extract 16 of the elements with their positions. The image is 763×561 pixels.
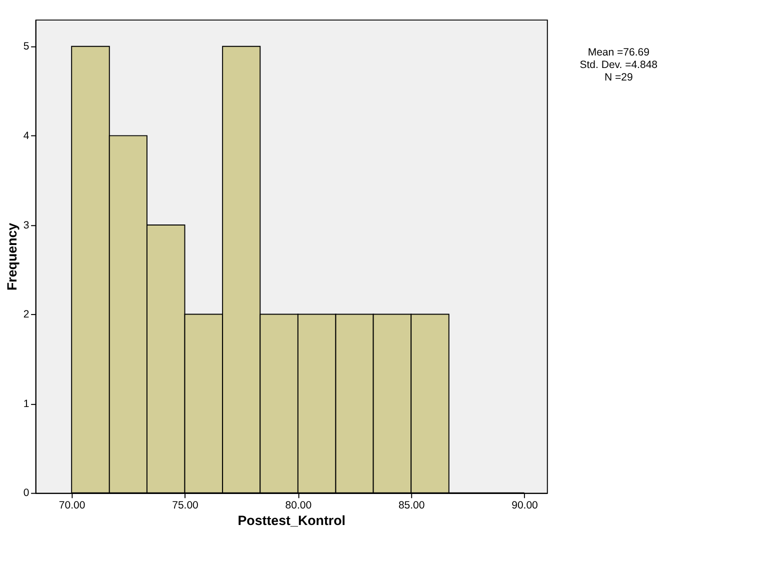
text: Mean =76.69	[588, 46, 650, 58]
x-tick-label: 75.00	[172, 500, 199, 512]
x-axis-title: Posttest_Kontrol	[238, 512, 346, 528]
y-tick-label: 5	[23, 40, 30, 53]
y-axis-title: Frequency	[4, 222, 20, 291]
y-tick-label: 1	[23, 398, 30, 410]
x-tick-label: 85.00	[398, 500, 425, 512]
x-tick-label: 70.00	[58, 500, 86, 512]
text: Std. Dev. =4.848	[580, 58, 658, 71]
y-tick-label: 2	[23, 308, 30, 321]
x-tick-label: 80.00	[285, 500, 312, 512]
y-tick-label: 4	[23, 130, 30, 142]
y-tick-label: 3	[23, 219, 30, 232]
text: N =29	[604, 71, 633, 84]
x-tick-label: 90.00	[512, 500, 538, 512]
y-tick-label: 0	[23, 487, 30, 500]
